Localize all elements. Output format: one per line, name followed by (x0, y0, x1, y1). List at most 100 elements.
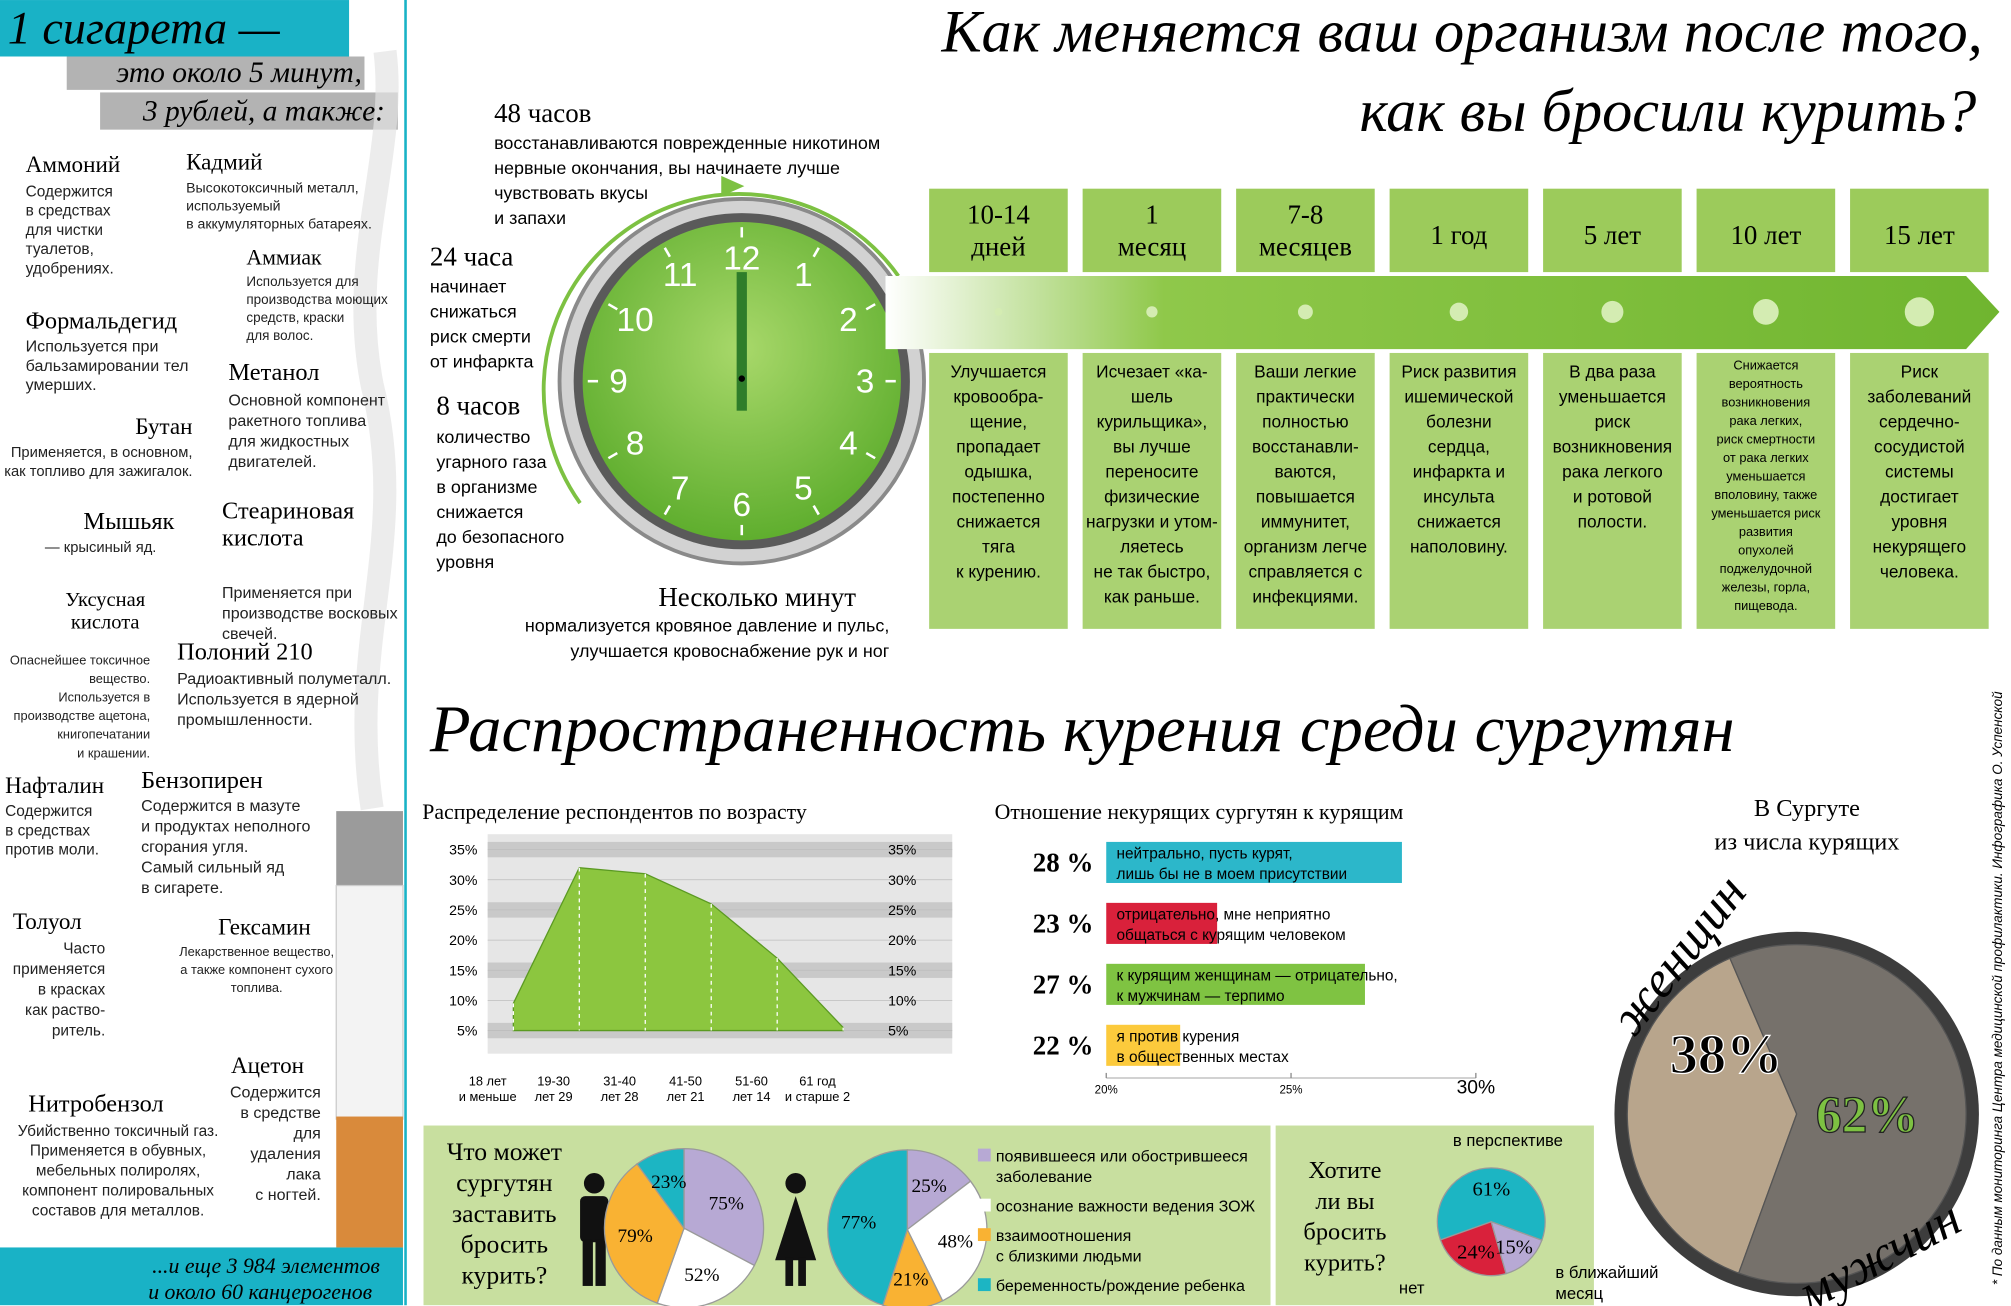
element-description: Содержится (5, 803, 92, 820)
element-description: вещество. (89, 671, 150, 686)
bar-label: я против курения (1117, 1028, 1240, 1045)
y-tick-label: 20% (449, 932, 478, 948)
period-label: дней (971, 231, 1026, 261)
effect-text: развития (1739, 524, 1793, 539)
element-description: Содержится (26, 183, 113, 200)
x-tick-label: 51-60 (735, 1074, 768, 1089)
value-label: 62% (1816, 1087, 1919, 1144)
element-description: Опаснейшее токсичное (10, 652, 150, 667)
chart-title: В Сургуте (1754, 795, 1860, 822)
bar (1106, 841, 1402, 883)
pie-slice (1729, 943, 1967, 1284)
category-label: в перспективе (1453, 1131, 1563, 1150)
effect-text: Исчезает «ка- (1096, 361, 1208, 381)
milestone-text: до безопасного (436, 527, 564, 547)
x-tick-label: и старше 2 (785, 1089, 850, 1104)
effect-text: возникновения (1722, 395, 1811, 410)
effect-text: щение, (970, 411, 1027, 431)
effect-text: достигает (1880, 486, 1959, 506)
sidebar-title-box (0, 0, 350, 57)
period-label: месяцев (1259, 231, 1352, 261)
clock-pin (738, 375, 745, 382)
element-description: туалетов, (26, 241, 94, 258)
milestone-text: нормализуется кровяное давление и пульс, (525, 615, 889, 635)
milestone-time: Несколько минут (658, 582, 856, 612)
element-description: и крашении. (77, 745, 150, 760)
milestone-text: в организме (436, 477, 537, 497)
milestone-time: 48 часов (494, 98, 591, 128)
element-description: Лекарственное вещество, (179, 944, 334, 959)
period-box (1850, 188, 1989, 273)
chart-title: заставить (452, 1199, 557, 1228)
bar-label: общаться с курящим человеком (1117, 927, 1346, 944)
element-name: Полоний 210 (177, 639, 313, 666)
effect-text: одышка, (964, 461, 1032, 481)
pie-value-label: 61% (1473, 1179, 1511, 1201)
pie-slice (1436, 1167, 1546, 1242)
clock-tick (865, 303, 876, 311)
element-name: Мышьяк (83, 508, 174, 535)
milestone-text: уровня (436, 552, 494, 572)
element-description: с ногтей. (255, 1186, 321, 1204)
effect-text: пропадает (956, 436, 1040, 456)
milestone-text: количество (436, 427, 530, 447)
chart-title: курить? (1304, 1250, 1386, 1277)
y-tick-label: 30% (888, 872, 917, 888)
pie-slice (1626, 957, 1798, 1274)
chart-title: бросить (461, 1230, 548, 1259)
period-box (1389, 188, 1529, 273)
element-description: удаления (250, 1145, 321, 1163)
period-box (929, 188, 1068, 273)
timeline-dot (1297, 304, 1313, 320)
clock-tick (663, 505, 672, 516)
pie-slice (683, 1147, 765, 1267)
element-description: в средстве (240, 1104, 321, 1122)
clock-tick (812, 505, 820, 516)
element-description: производстве ацетона, (14, 708, 151, 723)
effect-text: Риск развития (1401, 361, 1516, 381)
timeline-dot (1601, 300, 1624, 323)
sidebar-footer-box (0, 1247, 403, 1306)
element-description: компонент полировальных (22, 1182, 214, 1199)
effect-text: Снижается (1733, 358, 1798, 373)
element-description: и продуктах неполного (141, 818, 310, 836)
effect-text: возникновения (1553, 436, 1673, 456)
effect-text: вполовину, также (1714, 487, 1817, 502)
value-label: 22 % (1033, 1030, 1094, 1060)
element-description: Используется в ядерной (177, 691, 359, 709)
effect-text: инсульта (1423, 486, 1495, 506)
element-description: в сигарете. (141, 879, 223, 897)
clock-number: 6 (732, 487, 751, 524)
timeline-dot (1449, 302, 1469, 322)
effect-text: уменьшается (1726, 469, 1805, 484)
clock-hands (736, 272, 747, 411)
effect-text: повышается (1256, 486, 1355, 506)
element-description: Часто (63, 941, 105, 958)
effect-text: и ротовой (1573, 486, 1652, 506)
milestone-text: улучшается кровоснабжение рук и ног (570, 641, 889, 661)
element-description: Используется в (58, 690, 150, 705)
element-description: производства моющих (246, 292, 388, 307)
period-label: 10 лет (1730, 220, 1801, 250)
pie-value-label: 77% (841, 1213, 876, 1234)
pie-slice (906, 1180, 988, 1302)
clock-number: 9 (609, 364, 628, 401)
element-description: мебельных полиролях, (36, 1163, 200, 1180)
value-label: 23 % (1033, 908, 1094, 938)
element-name: Нафталин (5, 772, 104, 798)
chart-title: Что может (447, 1137, 562, 1166)
effect-text: от рака легких (1723, 450, 1809, 465)
element-description: как раство- (25, 1002, 105, 1019)
clock-number: 8 (626, 425, 645, 462)
element-description: Высокотоксичный металл, (186, 180, 359, 196)
woman-icon (775, 1173, 817, 1286)
effect-text: ваются, (1275, 461, 1337, 481)
effect-box (1389, 352, 1529, 629)
element-name: кислота (222, 524, 304, 551)
element-description: умерших. (26, 376, 97, 394)
effect-text: пищевода. (1734, 598, 1797, 613)
effect-text: вы лучше (1113, 436, 1191, 456)
y-tick-label: 10% (449, 993, 478, 1009)
x-tick-label: лет 28 (601, 1089, 639, 1104)
